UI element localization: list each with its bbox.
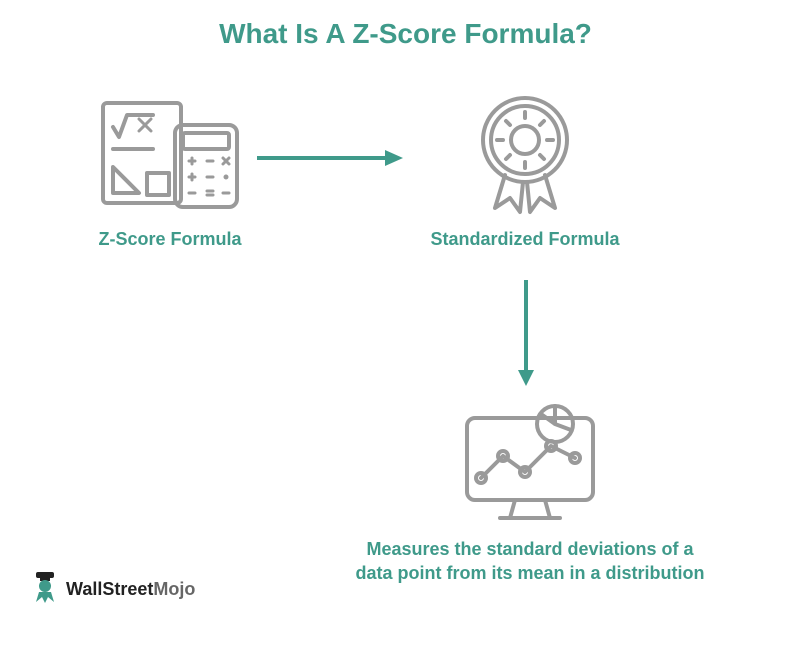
- node-measures-label: Measures the standard deviations of a da…: [350, 537, 710, 586]
- node-standardized: Standardized Formula: [405, 90, 645, 251]
- badge-gear-icon: [465, 90, 585, 215]
- monitor-analytics-icon: [455, 400, 605, 525]
- brand-logo: WallStreetMojo: [30, 570, 195, 609]
- page-title: What Is A Z-Score Formula?: [0, 18, 811, 50]
- node-zscore: Z-Score Formula: [60, 95, 280, 251]
- formula-calculator-icon: [95, 95, 245, 215]
- title-text: What Is A Z-Score Formula?: [219, 18, 592, 49]
- logo-part2: Mojo: [153, 579, 195, 599]
- logo-part1: WallStreet: [66, 579, 153, 599]
- logo-text: WallStreetMojo: [66, 579, 195, 600]
- node-measures: Measures the standard deviations of a da…: [345, 400, 715, 586]
- logo-mark-icon: [30, 570, 60, 609]
- arrow-down-icon: [516, 278, 536, 393]
- node-standardized-label: Standardized Formula: [405, 227, 645, 251]
- node-zscore-label: Z-Score Formula: [60, 227, 280, 251]
- arrow-right-icon: [255, 148, 405, 173]
